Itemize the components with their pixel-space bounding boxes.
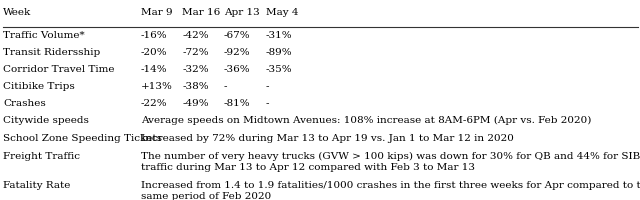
Text: The number of very heavy trucks (GVW > 100 kips) was down for 30% for QB and 44%: The number of very heavy trucks (GVW > 1… <box>141 151 640 171</box>
Text: -: - <box>224 81 227 90</box>
Text: -22%: -22% <box>141 98 168 107</box>
Text: -16%: -16% <box>141 30 168 39</box>
Text: Mar 9: Mar 9 <box>141 8 172 17</box>
Text: Citywide speeds: Citywide speeds <box>3 115 89 124</box>
Text: Traffic Volume*: Traffic Volume* <box>3 30 85 39</box>
Text: Average speeds on Midtown Avenues: 108% increase at 8AM-6PM (Apr vs. Feb 2020): Average speeds on Midtown Avenues: 108% … <box>141 115 591 124</box>
Text: Citibike Trips: Citibike Trips <box>3 81 75 90</box>
Text: Corridor Travel Time: Corridor Travel Time <box>3 64 115 73</box>
Text: -14%: -14% <box>141 64 168 73</box>
Text: -36%: -36% <box>224 64 251 73</box>
Text: Freight Traffic: Freight Traffic <box>3 151 80 160</box>
Text: Mar 16: Mar 16 <box>182 8 221 17</box>
Text: -67%: -67% <box>224 30 251 39</box>
Text: Apr 13: Apr 13 <box>224 8 260 17</box>
Text: -81%: -81% <box>224 98 251 107</box>
Text: -31%: -31% <box>266 30 292 39</box>
Text: Increased by 72% during Mar 13 to Apr 19 vs. Jan 1 to Mar 12 in 2020: Increased by 72% during Mar 13 to Apr 19… <box>141 133 514 142</box>
Text: -72%: -72% <box>182 47 209 56</box>
Text: -49%: -49% <box>182 98 209 107</box>
Text: -32%: -32% <box>182 64 209 73</box>
Text: School Zone Speeding Tickets: School Zone Speeding Tickets <box>3 133 162 142</box>
Text: -89%: -89% <box>266 47 292 56</box>
Text: -92%: -92% <box>224 47 251 56</box>
Text: Week: Week <box>3 8 31 17</box>
Text: -20%: -20% <box>141 47 168 56</box>
Text: -35%: -35% <box>266 64 292 73</box>
Text: Fatality Rate: Fatality Rate <box>3 180 70 189</box>
Text: Transit Ridersship: Transit Ridersship <box>3 47 100 56</box>
Text: +13%: +13% <box>141 81 173 90</box>
Text: May 4: May 4 <box>266 8 298 17</box>
Text: -42%: -42% <box>182 30 209 39</box>
Text: Crashes: Crashes <box>3 98 46 107</box>
Text: -: - <box>266 81 269 90</box>
Text: Increased from 1.4 to 1.9 fatalities/1000 crashes in the first three weeks for A: Increased from 1.4 to 1.9 fatalities/100… <box>141 180 640 200</box>
Text: -: - <box>266 98 269 107</box>
Text: -38%: -38% <box>182 81 209 90</box>
